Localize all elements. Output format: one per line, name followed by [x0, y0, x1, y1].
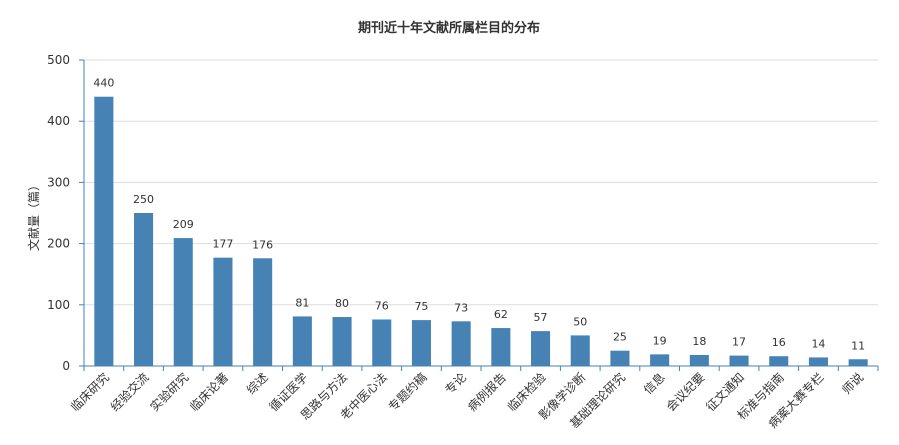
- data-label: 73: [454, 301, 468, 314]
- bar: [173, 238, 193, 366]
- data-label: 57: [534, 311, 548, 324]
- data-label: 80: [335, 297, 349, 310]
- bar: [531, 331, 551, 366]
- data-label: 62: [494, 308, 508, 321]
- data-label: 250: [133, 193, 154, 206]
- chart-title: 期刊近十年文献所属栏目的分布: [358, 20, 540, 36]
- bar: [332, 317, 352, 366]
- x-tick-label: 会议纪要: [664, 370, 708, 414]
- x-tick-label: 专题约稿: [385, 370, 430, 415]
- bar: [769, 356, 789, 366]
- data-label: 50: [573, 315, 587, 328]
- x-tick-label: 经验交流: [107, 370, 152, 415]
- gridlines: [84, 59, 878, 306]
- data-label: 176: [252, 238, 273, 251]
- bar: [292, 316, 312, 366]
- x-tick-label: 综述: [244, 370, 271, 397]
- x-tick-label: 病例报告: [464, 370, 509, 415]
- data-label: 75: [414, 300, 428, 313]
- y-tick-label: 0: [62, 359, 70, 373]
- bar: [411, 320, 431, 366]
- y-axis-ticks: 0 100 200 300 400 500: [47, 53, 84, 373]
- x-tick-label: 临床研究: [67, 370, 112, 415]
- bar: [808, 357, 828, 366]
- data-label: 14: [811, 337, 825, 350]
- bars: [94, 96, 868, 366]
- data-label: 18: [692, 335, 706, 348]
- bar: [570, 335, 590, 366]
- y-tick-label: 400: [47, 114, 70, 128]
- y-tick-label: 500: [47, 53, 70, 67]
- x-tick-label: 实验研究: [147, 370, 192, 415]
- y-axis-label: 文献量（篇）: [26, 179, 41, 251]
- bar: [610, 350, 630, 366]
- data-label: 19: [653, 334, 667, 347]
- data-label: 76: [375, 299, 389, 312]
- bar: [451, 321, 471, 366]
- x-tick-label: 临床论著: [187, 370, 231, 414]
- bar: [213, 257, 233, 366]
- data-label: 209: [173, 218, 194, 231]
- bar: [848, 359, 868, 366]
- bar: [729, 355, 749, 366]
- bar: [372, 319, 392, 366]
- data-label: 177: [212, 238, 233, 251]
- data-label: 440: [93, 77, 114, 90]
- bar: [491, 328, 511, 366]
- bar: [94, 96, 114, 366]
- data-label: 25: [613, 331, 627, 344]
- data-label: 16: [772, 336, 786, 349]
- bar: [650, 354, 670, 366]
- y-tick-label: 200: [47, 237, 70, 251]
- data-label: 81: [295, 296, 309, 309]
- x-tick-label: 师说: [839, 370, 867, 398]
- bar: [689, 354, 709, 366]
- data-label: 11: [851, 339, 865, 352]
- y-tick-label: 300: [47, 175, 70, 189]
- bar: [134, 213, 154, 366]
- data-labels: 440 250 209 177 176 81 80 76 75 73 62 57 50 25 19 18 17 1…: [93, 77, 865, 353]
- x-tick-label: 信息: [640, 370, 668, 398]
- bar: [253, 258, 273, 366]
- y-tick-label: 100: [47, 298, 70, 312]
- x-tick-label: 专论: [442, 370, 470, 398]
- data-label: 17: [732, 336, 746, 349]
